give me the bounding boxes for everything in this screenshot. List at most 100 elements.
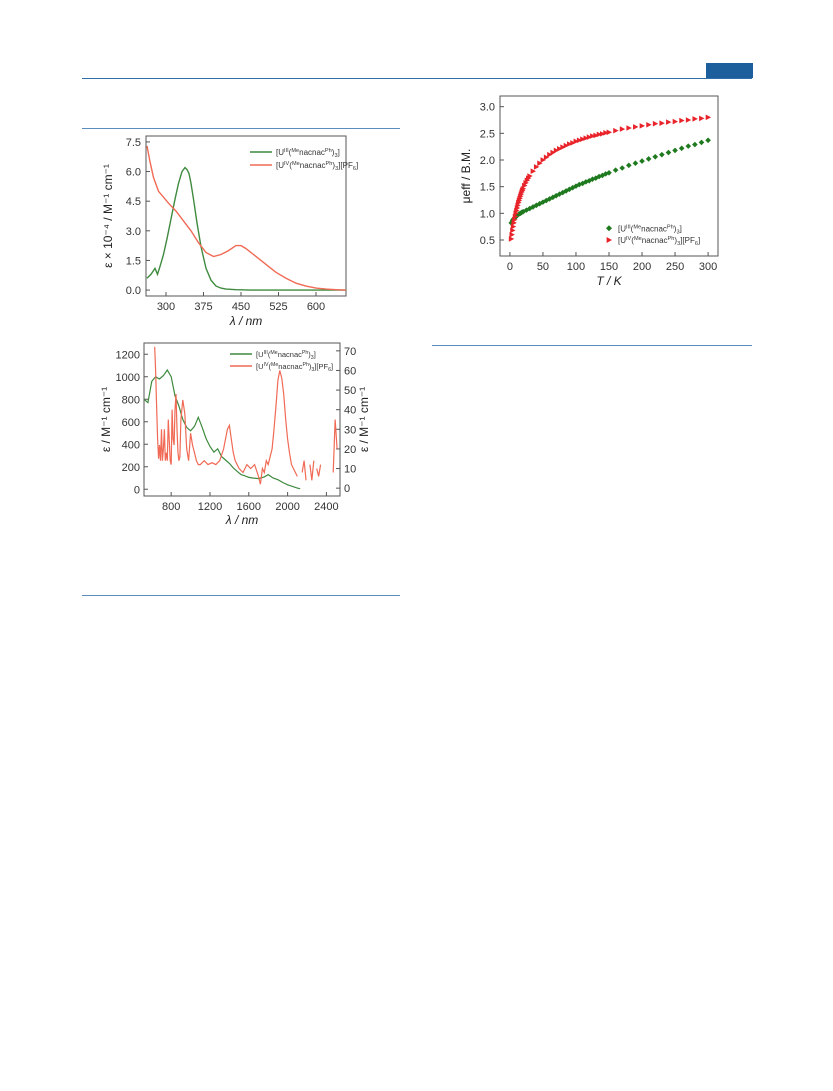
- series-fragment-red: [332, 419, 338, 473]
- x-tick-label: 450: [232, 301, 250, 313]
- y-tick-label: 2.5: [480, 128, 495, 140]
- y-tick-label: 1.5: [480, 182, 495, 194]
- x-tick-label: 1200: [198, 501, 222, 513]
- x-tick-label: 300: [699, 261, 717, 273]
- data-point-uiv: [576, 137, 583, 144]
- data-point-uiv: [593, 132, 599, 139]
- uvvis-chart: 300 375 450 525 600 0.0 1.5 3.0 4.5 6.0 7.5 λ / nm ε…: [101, 135, 358, 328]
- y-tick-label: 1000: [116, 372, 140, 384]
- data-point-uiv: [583, 135, 589, 141]
- data-point-uiv: [543, 154, 550, 161]
- data-point-uiv: [560, 144, 566, 150]
- data-point-uiv: [550, 149, 556, 156]
- data-point-uiv: [596, 131, 603, 138]
- data-point-uiv: [563, 142, 570, 149]
- legend-entry-uiv: [UIV(MenacnacPh)3][PF6]: [276, 161, 358, 172]
- data-point-uiii: [569, 184, 576, 191]
- x-tick-label: 250: [666, 261, 684, 273]
- series-line-red: [154, 346, 298, 485]
- data-point-uiii: [619, 165, 626, 171]
- y2-tick-label: 30: [344, 424, 356, 436]
- x-tick-label: 2000: [275, 501, 299, 513]
- x-tick-label: 50: [537, 261, 549, 273]
- data-point-uiii: [530, 204, 536, 210]
- data-point-uiii: [576, 181, 583, 188]
- data-point-uiii: [523, 207, 530, 213]
- data-point-uiv: [590, 133, 596, 139]
- data-point-uiii: [685, 143, 692, 149]
- data-point-uiv: [599, 131, 606, 137]
- y2-tick-label: 20: [344, 444, 356, 456]
- x-tick-label: 300: [157, 301, 175, 313]
- data-point-uiv: [646, 122, 652, 128]
- y-tick-label: 400: [122, 439, 140, 451]
- data-point-uiii: [599, 172, 606, 179]
- legend-entry-uiii: [UIII(MenacnacPh)3]: [276, 148, 340, 159]
- plot-frame: [143, 342, 341, 497]
- series-line-red: [146, 145, 347, 291]
- x-tick-label: 150: [600, 261, 618, 273]
- y-tick-label: 800: [122, 394, 140, 406]
- data-point-uiv: [639, 123, 646, 129]
- y-tick-label: 0.0: [126, 285, 141, 297]
- data-point-uiii: [639, 158, 645, 164]
- x-axis-label: λ / nm: [229, 314, 263, 328]
- x-tick-label: 200: [633, 261, 651, 273]
- data-point-uiv: [573, 138, 579, 145]
- y-axis-label: ε / M⁻¹ cm⁻¹: [100, 387, 113, 452]
- data-point-uiv: [530, 168, 537, 174]
- data-point-uiii: [626, 162, 632, 169]
- data-point-uiv: [557, 146, 563, 152]
- y2-tick-label: 50: [344, 385, 356, 397]
- data-point-uiii: [659, 151, 665, 158]
- y-tick-label: 1200: [116, 349, 140, 361]
- legend-marker-uiii: [606, 225, 612, 232]
- data-point-uiv: [685, 117, 692, 123]
- x-axis-label: λ / nm: [225, 513, 259, 527]
- data-point-uiv: [692, 116, 698, 122]
- data-point-uiii: [612, 167, 619, 173]
- section-rule-left-bottom: [82, 595, 400, 596]
- legend-entry-uiii: [UIII(MenacnacPh)3]: [618, 224, 682, 235]
- data-point-uiv: [537, 160, 543, 166]
- header-rule: [82, 78, 752, 79]
- data-point-uiii: [592, 175, 599, 181]
- data-point-uiv: [547, 151, 553, 158]
- y-tick-label: 4.5: [126, 196, 141, 208]
- series-line-green: [146, 166, 346, 291]
- data-point-uiii: [672, 147, 678, 154]
- legend-marker-uiv: [606, 237, 612, 243]
- series-line-green: [143, 368, 301, 490]
- data-point-uiii: [550, 194, 556, 201]
- y-axis-label: ε × 10⁻⁴ / M⁻¹ cm⁻¹: [101, 164, 115, 268]
- magnetism-chart: 0 50 100 150 200 250 300 0.5 1.0 1.5 2.0 2.5 3.0 T / …: [460, 95, 719, 288]
- data-point-uiii: [546, 196, 553, 202]
- data-point-uiii: [665, 149, 672, 156]
- data-point-uiii: [698, 139, 705, 146]
- data-point-uiv: [699, 115, 705, 122]
- y-tick-label: 1.0: [480, 208, 495, 220]
- data-point-uiv: [666, 119, 672, 125]
- x-tick-label: 525: [269, 301, 287, 313]
- data-point-uiv: [553, 147, 560, 154]
- y-tick-label: 7.5: [126, 137, 141, 149]
- data-point-uiv: [679, 117, 685, 124]
- data-point-uiii: [705, 137, 711, 144]
- data-point-uiv: [566, 141, 573, 147]
- header-tab: [706, 63, 753, 78]
- x-axis-label: T / K: [596, 274, 622, 288]
- data-point-uiv: [659, 120, 665, 126]
- data-point-uiv: [626, 125, 632, 131]
- data-point-uiii: [553, 192, 559, 199]
- y2-axis-label: ε / M⁻¹ cm⁻¹: [357, 387, 370, 452]
- data-point-uiv: [613, 127, 619, 134]
- y2-tick-label: 40: [344, 405, 356, 417]
- y2-tick-label: 0: [344, 483, 350, 495]
- data-point-uiv: [508, 236, 515, 242]
- section-rule-right: [432, 345, 752, 346]
- data-point-uiv: [619, 126, 626, 132]
- x-tick-label: 375: [194, 301, 212, 313]
- data-point-uiv: [603, 130, 609, 136]
- y-tick-label: 6.0: [126, 167, 141, 179]
- y2-tick-label: 70: [344, 346, 356, 358]
